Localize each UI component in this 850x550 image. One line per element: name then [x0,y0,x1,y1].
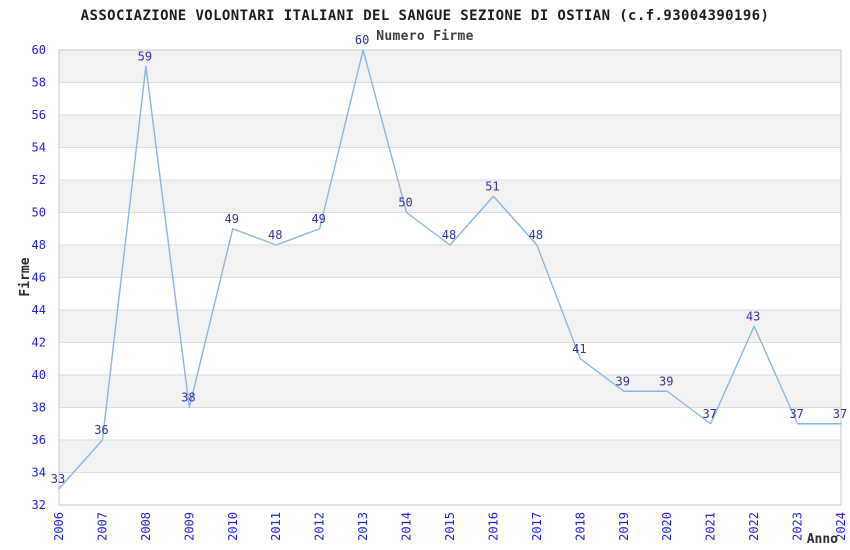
data-point-label: 59 [138,49,152,63]
plot-band [59,407,841,440]
x-tick-label: 2006 [52,512,66,541]
data-point-label: 51 [485,179,499,193]
plot-band [59,277,841,310]
plot-band [59,310,841,343]
y-tick-label: 42 [32,336,46,350]
plot-band [59,342,841,375]
y-axis-tick-labels: 32 34 36 38 40 42 44 46 48 50 52 54 56 58 60 [32,43,46,512]
x-tick-label: 2017 [530,512,544,541]
chart-title: ASSOCIAZIONE VOLONTARI ITALIANI DEL SANG… [81,8,770,24]
data-point-label: 39 [659,374,673,388]
plot-band [59,440,841,473]
plot-band [59,82,841,115]
plot-background-bands [59,50,841,505]
x-tick-label: 2012 [313,512,327,541]
data-point-label: 38 [181,391,195,405]
data-point-label: 50 [398,196,412,210]
data-point-label: 49 [311,212,325,226]
data-point-label: 43 [746,309,760,323]
y-tick-label: 46 [32,271,46,285]
plot-band [59,147,841,180]
chart-subtitle: Numero Firme [376,29,474,44]
y-tick-label: 52 [32,173,46,187]
y-tick-label: 56 [32,108,46,122]
y-tick-label: 54 [32,141,46,155]
data-point-label: 60 [355,33,369,47]
data-point-label: 33 [51,472,65,486]
x-tick-label: 2013 [356,512,370,541]
x-tick-label: 2014 [400,512,414,541]
plot-band [59,180,841,213]
y-tick-label: 36 [32,433,46,447]
data-point-label: 41 [572,342,586,356]
data-point-label: 39 [616,374,630,388]
plot-border [58,49,842,506]
plot-band [59,375,841,408]
x-tick-label: 2015 [443,512,457,541]
data-point-label: 37 [833,407,847,421]
y-tick-label: 48 [32,238,46,252]
y-tick-label: 58 [32,76,46,90]
y-tick-label: 40 [32,368,46,382]
y-tick-label: 34 [32,466,46,480]
x-tick-label: 2010 [226,512,240,541]
plot-band [59,245,841,278]
y-tick-label: 44 [32,303,46,317]
data-point-label: 37 [789,407,803,421]
y-tick-label: 60 [32,43,46,57]
data-point-label: 48 [268,228,282,242]
x-tick-label: 2021 [704,512,718,541]
plot-band [59,50,841,83]
x-tick-label: 2018 [573,512,587,541]
x-tick-label: 2019 [617,512,631,541]
plot-band [59,115,841,148]
y-axis-title: Firme [18,257,33,296]
x-tick-label: 2022 [747,512,761,541]
plot-band [59,212,841,245]
x-tick-label: 2016 [486,512,500,541]
x-tick-label: 2023 [791,512,805,541]
data-point-label: 37 [702,407,716,421]
data-point-label: 48 [529,228,543,242]
x-axis-title: Anno [807,532,838,547]
data-point-labels: 33 36 59 38 49 48 49 60 50 48 51 48 41 39 39 37 43 37 37 [51,33,847,486]
y-tick-label: 50 [32,206,46,220]
x-tick-label: 2024 [834,512,848,541]
data-point-label: 36 [94,423,108,437]
data-point-label: 49 [225,212,239,226]
y-tick-label: 32 [32,498,46,512]
x-tick-label: 2009 [182,512,196,541]
data-point-label: 48 [442,228,456,242]
series-line [58,49,842,490]
y-tick-label: 38 [32,401,46,415]
x-tick-label: 2008 [139,512,153,541]
x-tick-label: 2007 [95,512,109,541]
x-axis-tick-labels: 2006 2007 2008 2009 2010 2011 2012 2013 2014 2015… [52,512,848,541]
x-tick-label: 2020 [660,512,674,541]
plot-band [59,472,841,505]
x-tick-label: 2011 [269,512,283,541]
